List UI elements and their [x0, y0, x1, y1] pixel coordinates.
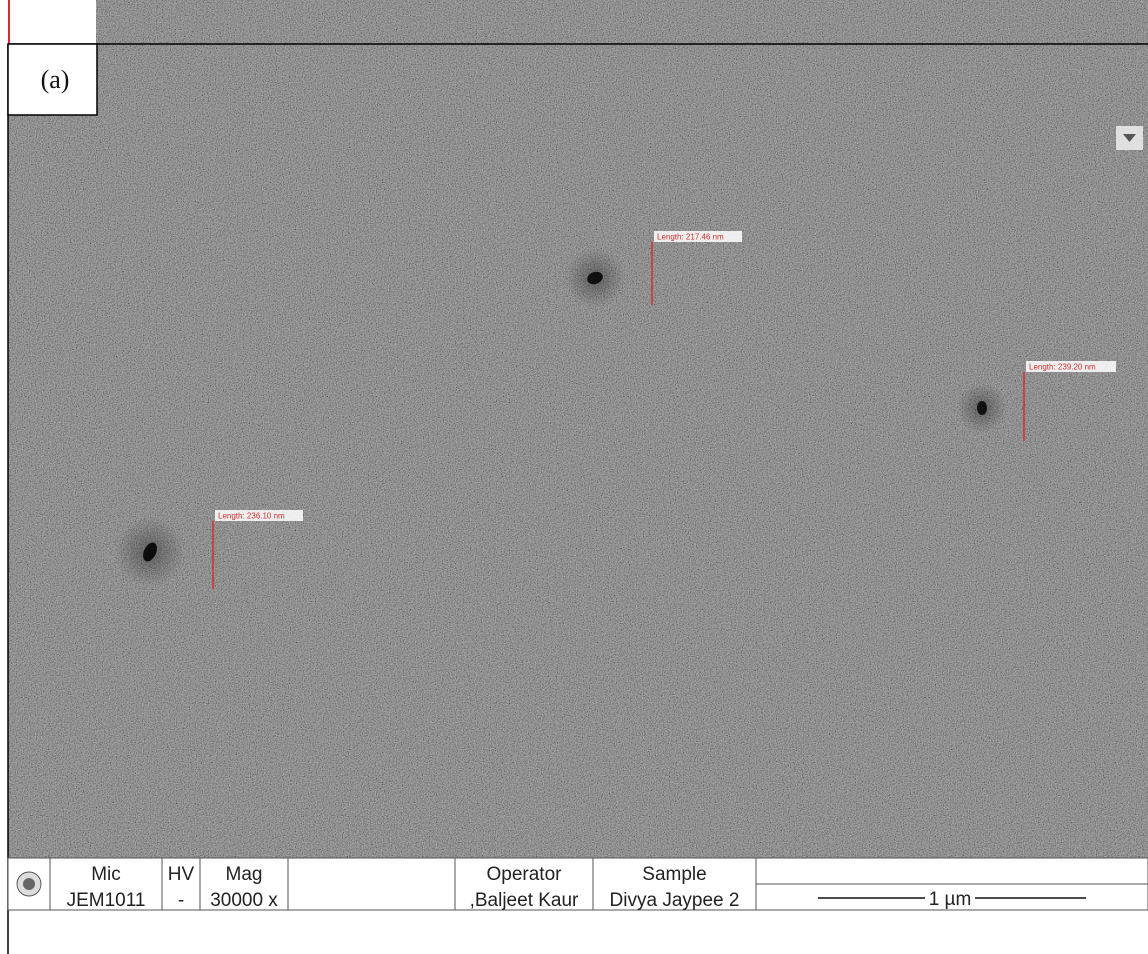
column-value: JEM1011: [67, 890, 146, 911]
column-header: Mag: [226, 864, 263, 885]
measurement-label: Length: 239.20 nm: [1029, 363, 1096, 372]
micrograph-figure: (a) Length: 217.46 nm Length: 239.20 nm …: [0, 0, 1148, 954]
column-header: Mic: [91, 864, 121, 885]
page: {"panel_label": "(a)", "measurements": […: [0, 0, 1148, 954]
particle: [977, 401, 987, 415]
column-value: 30000 x: [210, 890, 278, 911]
top-blank: [8, 0, 96, 44]
column-value: Divya Jaypee 2: [610, 890, 740, 911]
logo-center: [23, 878, 35, 890]
column-value: -: [178, 890, 184, 911]
column-header: Operator: [487, 864, 563, 885]
measurement-label: Length: 217.46 nm: [657, 233, 724, 242]
scale-label: 1 µm: [929, 889, 972, 910]
blank-cell: [290, 862, 453, 907]
column-header: Sample: [642, 864, 706, 885]
panel-label: (a): [41, 65, 70, 94]
column-header: HV: [168, 864, 195, 885]
info-bar: 1 µm Mic JEM1011 HV - Mag 30000 x Operator ,Bal…: [8, 858, 1148, 911]
measurement-label: Length: 236.10 nm: [218, 512, 285, 521]
column-value: ,Baljeet Kaur: [470, 890, 579, 911]
